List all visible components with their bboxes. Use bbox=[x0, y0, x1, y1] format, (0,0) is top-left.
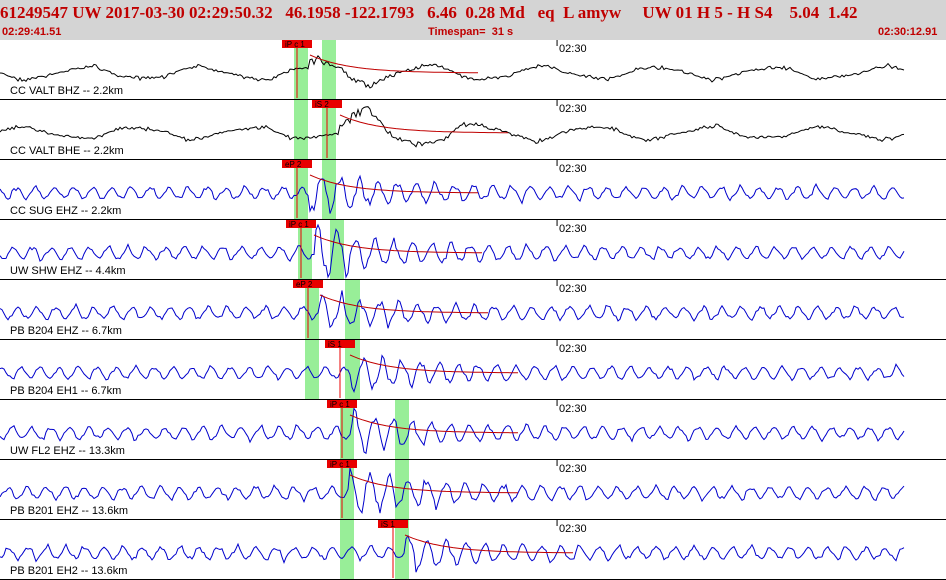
minute-tick-label: 02:30 bbox=[559, 223, 587, 235]
event-header: 61249547 UW 2017-03-30 02:29:50.32 46.19… bbox=[0, 0, 946, 40]
phase-pick-box bbox=[327, 400, 357, 408]
minute-tick-label: 02:30 bbox=[559, 523, 587, 535]
pick-highlight-band bbox=[330, 220, 344, 280]
station-label: CC VALT BHZ -- 2.2km bbox=[10, 85, 123, 97]
coda-decay-curve bbox=[339, 114, 508, 134]
pick-highlight-band bbox=[395, 460, 409, 520]
timespan-display: Timespan= 31 s bbox=[428, 26, 513, 38]
depth: 6.46 bbox=[427, 3, 457, 22]
phase-pick-label: eP 2 bbox=[296, 280, 313, 289]
coda-decay-curve bbox=[309, 174, 478, 194]
waveform-trace bbox=[0, 407, 905, 455]
minute-tick-label: 02:30 bbox=[559, 103, 587, 115]
phase-pick-label: eP 2 bbox=[285, 160, 302, 169]
phase-pick-label: iS 1 bbox=[328, 340, 342, 349]
minute-tick-label: 02:30 bbox=[559, 43, 587, 55]
phase-pick-box bbox=[378, 520, 408, 528]
phase-pick-label: iS 2 bbox=[315, 100, 329, 109]
phase-pick-label: iP c 1 bbox=[289, 220, 309, 229]
station-label: UW SHW EHZ -- 4.4km bbox=[10, 265, 126, 277]
coda-decay-curve bbox=[404, 534, 573, 554]
phase-pick-box bbox=[282, 160, 312, 168]
waveform-trace bbox=[0, 174, 905, 214]
phase-pick-box bbox=[327, 460, 357, 468]
coda-decay-curve bbox=[313, 234, 482, 254]
minute-tick-label: 02:30 bbox=[559, 403, 587, 415]
timespan-label: Timespan= bbox=[428, 26, 486, 38]
longitude: -122.1793 bbox=[344, 3, 415, 22]
station-label: UW FL2 EHZ -- 13.3km bbox=[10, 445, 125, 457]
latitude: 46.1958 bbox=[285, 3, 341, 22]
event-id: 61249547 bbox=[0, 3, 68, 22]
coda-decay-curve bbox=[349, 474, 518, 494]
minute-tick-label: 02:30 bbox=[559, 463, 587, 475]
pick-highlight-band bbox=[322, 100, 336, 160]
station-label: CC VALT BHE -- 2.2km bbox=[10, 145, 124, 157]
pick-highlight-band bbox=[298, 220, 312, 280]
coda-decay-curve bbox=[309, 54, 478, 74]
minute-tick-label: 02:30 bbox=[559, 163, 587, 175]
origin-datetime: 2017-03-30 02:29:50.32 bbox=[105, 3, 273, 22]
coda-decay-curve bbox=[349, 354, 518, 374]
station-label: CC SUG EHZ -- 2.2km bbox=[10, 205, 121, 217]
waveform-trace bbox=[0, 54, 905, 89]
pick-highlight-band bbox=[322, 40, 336, 100]
window-start-time: 02:29:41.51 bbox=[2, 26, 62, 38]
time-window-line: 02:29:41.51 Timespan= 31 s 02:30:12.91 bbox=[0, 24, 946, 40]
phase-pick-box bbox=[282, 40, 312, 48]
pick-highlight-band bbox=[395, 400, 409, 460]
waveform-trace bbox=[0, 223, 905, 279]
waveform-trace bbox=[0, 467, 905, 514]
waveform-trace bbox=[0, 354, 905, 394]
waveform-trace bbox=[0, 534, 905, 573]
event-summary-line: 61249547 UW 2017-03-30 02:29:50.32 46.19… bbox=[0, 2, 946, 24]
error-2: 1.42 bbox=[827, 3, 858, 22]
phase-pick-box bbox=[293, 280, 323, 288]
phase-pick-label: iP c 1 bbox=[285, 40, 305, 49]
solution-status: UW 01 H 5 - H S4 bbox=[642, 3, 773, 22]
seismogram-panel[interactable]: 02:30 iP c 1 CC VALT BHZ -- 2.2km 02:30 iS 2… bbox=[0, 40, 946, 580]
station-label: PB B201 EH2 -- 13.6km bbox=[10, 565, 127, 577]
event-type: eq bbox=[537, 3, 555, 22]
station-label: PB B201 EHZ -- 13.6km bbox=[10, 505, 128, 517]
phase-pick-box bbox=[312, 100, 342, 108]
pick-highlight-band bbox=[322, 160, 336, 220]
magnitude-type: Md bbox=[499, 3, 525, 22]
phase-pick-label: iP c 1 bbox=[330, 400, 350, 409]
pick-highlight-band bbox=[395, 520, 409, 580]
pick-highlight-band bbox=[294, 40, 308, 100]
station-label: PB B204 EHZ -- 6.7km bbox=[10, 325, 122, 337]
pick-highlight-band bbox=[294, 100, 308, 160]
station-label: PB B204 EH1 -- 6.7km bbox=[10, 385, 121, 397]
window-end-time: 02:30:12.91 bbox=[878, 26, 938, 38]
l-flag: L bbox=[563, 3, 574, 22]
pick-highlight-band bbox=[340, 520, 354, 580]
waveform-trace bbox=[0, 290, 905, 329]
coda-decay-curve bbox=[319, 294, 488, 314]
pick-highlight-band bbox=[345, 280, 360, 340]
phase-pick-label: iS 1 bbox=[381, 520, 395, 529]
minute-tick-label: 02:30 bbox=[559, 343, 587, 355]
network-code: UW bbox=[72, 3, 102, 22]
pick-highlight-band bbox=[294, 160, 308, 220]
minute-tick-label: 02:30 bbox=[559, 283, 587, 295]
phase-pick-box bbox=[325, 340, 355, 348]
error-1: 5.04 bbox=[789, 3, 820, 22]
analyst: amyw bbox=[577, 3, 622, 22]
coda-decay-curve bbox=[349, 414, 518, 434]
magnitude: 0.28 bbox=[465, 3, 496, 22]
phase-pick-box bbox=[286, 220, 316, 228]
phase-pick-label: iP c 1 bbox=[330, 460, 350, 469]
waveform-trace bbox=[0, 106, 905, 148]
pick-highlight-band bbox=[305, 340, 319, 400]
timespan-value: 31 s bbox=[491, 26, 514, 38]
